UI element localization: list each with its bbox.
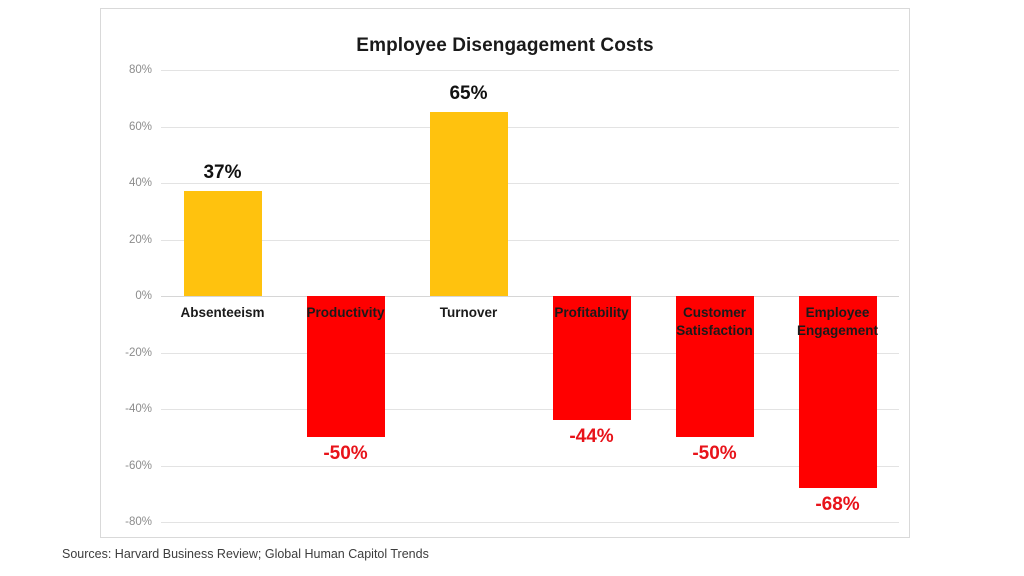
y-axis-tick-label: -40%: [125, 403, 152, 415]
bar[interactable]: [306, 296, 385, 438]
category-label: Absenteeism: [180, 305, 265, 320]
bar[interactable]: [552, 296, 631, 421]
gridline: [161, 352, 899, 354]
y-axis-tick-label: -60%: [125, 459, 152, 472]
bar-value-label: 65%: [449, 83, 488, 105]
y-axis-tick-label: 60%: [128, 120, 152, 133]
gridline: [161, 409, 899, 410]
gridline: [161, 126, 899, 128]
bar-value-label: -50%: [323, 443, 368, 465]
y-axis-tick-label: -80%: [125, 516, 152, 528]
gridline: [161, 70, 899, 71]
y-axis-tick-label: 0%: [135, 290, 152, 302]
y-axis-tick-label: 20%: [128, 233, 152, 246]
y-axis-tick-label: -20%: [125, 346, 152, 359]
gridline: [161, 522, 899, 523]
y-axis-tick-label: 80%: [128, 64, 152, 76]
bar[interactable]: [798, 296, 877, 489]
chart-frame: Employee Disengagement Costs 80% 60% 40% 20…: [100, 8, 910, 538]
gridline: [161, 296, 899, 297]
bar-value-label: -44%: [569, 426, 614, 448]
y-axis-tick-label: 40%: [128, 177, 152, 189]
bar-value-label: 37%: [203, 162, 242, 184]
bar[interactable]: [675, 296, 754, 438]
chart-title: Employee Disengagement Costs: [356, 35, 654, 56]
bar-value-label: -50%: [692, 443, 737, 465]
gridline: [161, 183, 899, 184]
bar[interactable]: [429, 112, 508, 296]
bar[interactable]: [183, 191, 262, 296]
bar-value-label: -68%: [815, 494, 860, 516]
plot-area: 80% 60% 40% 20% 0% -20% -40% -60% -80% 37% -50% 65…: [125, 64, 899, 528]
gridline: [161, 465, 899, 467]
gridline: [161, 239, 899, 241]
category-label: Turnover: [439, 305, 498, 320]
source-caption: Sources: Harvard Business Review; Global…: [62, 547, 429, 561]
